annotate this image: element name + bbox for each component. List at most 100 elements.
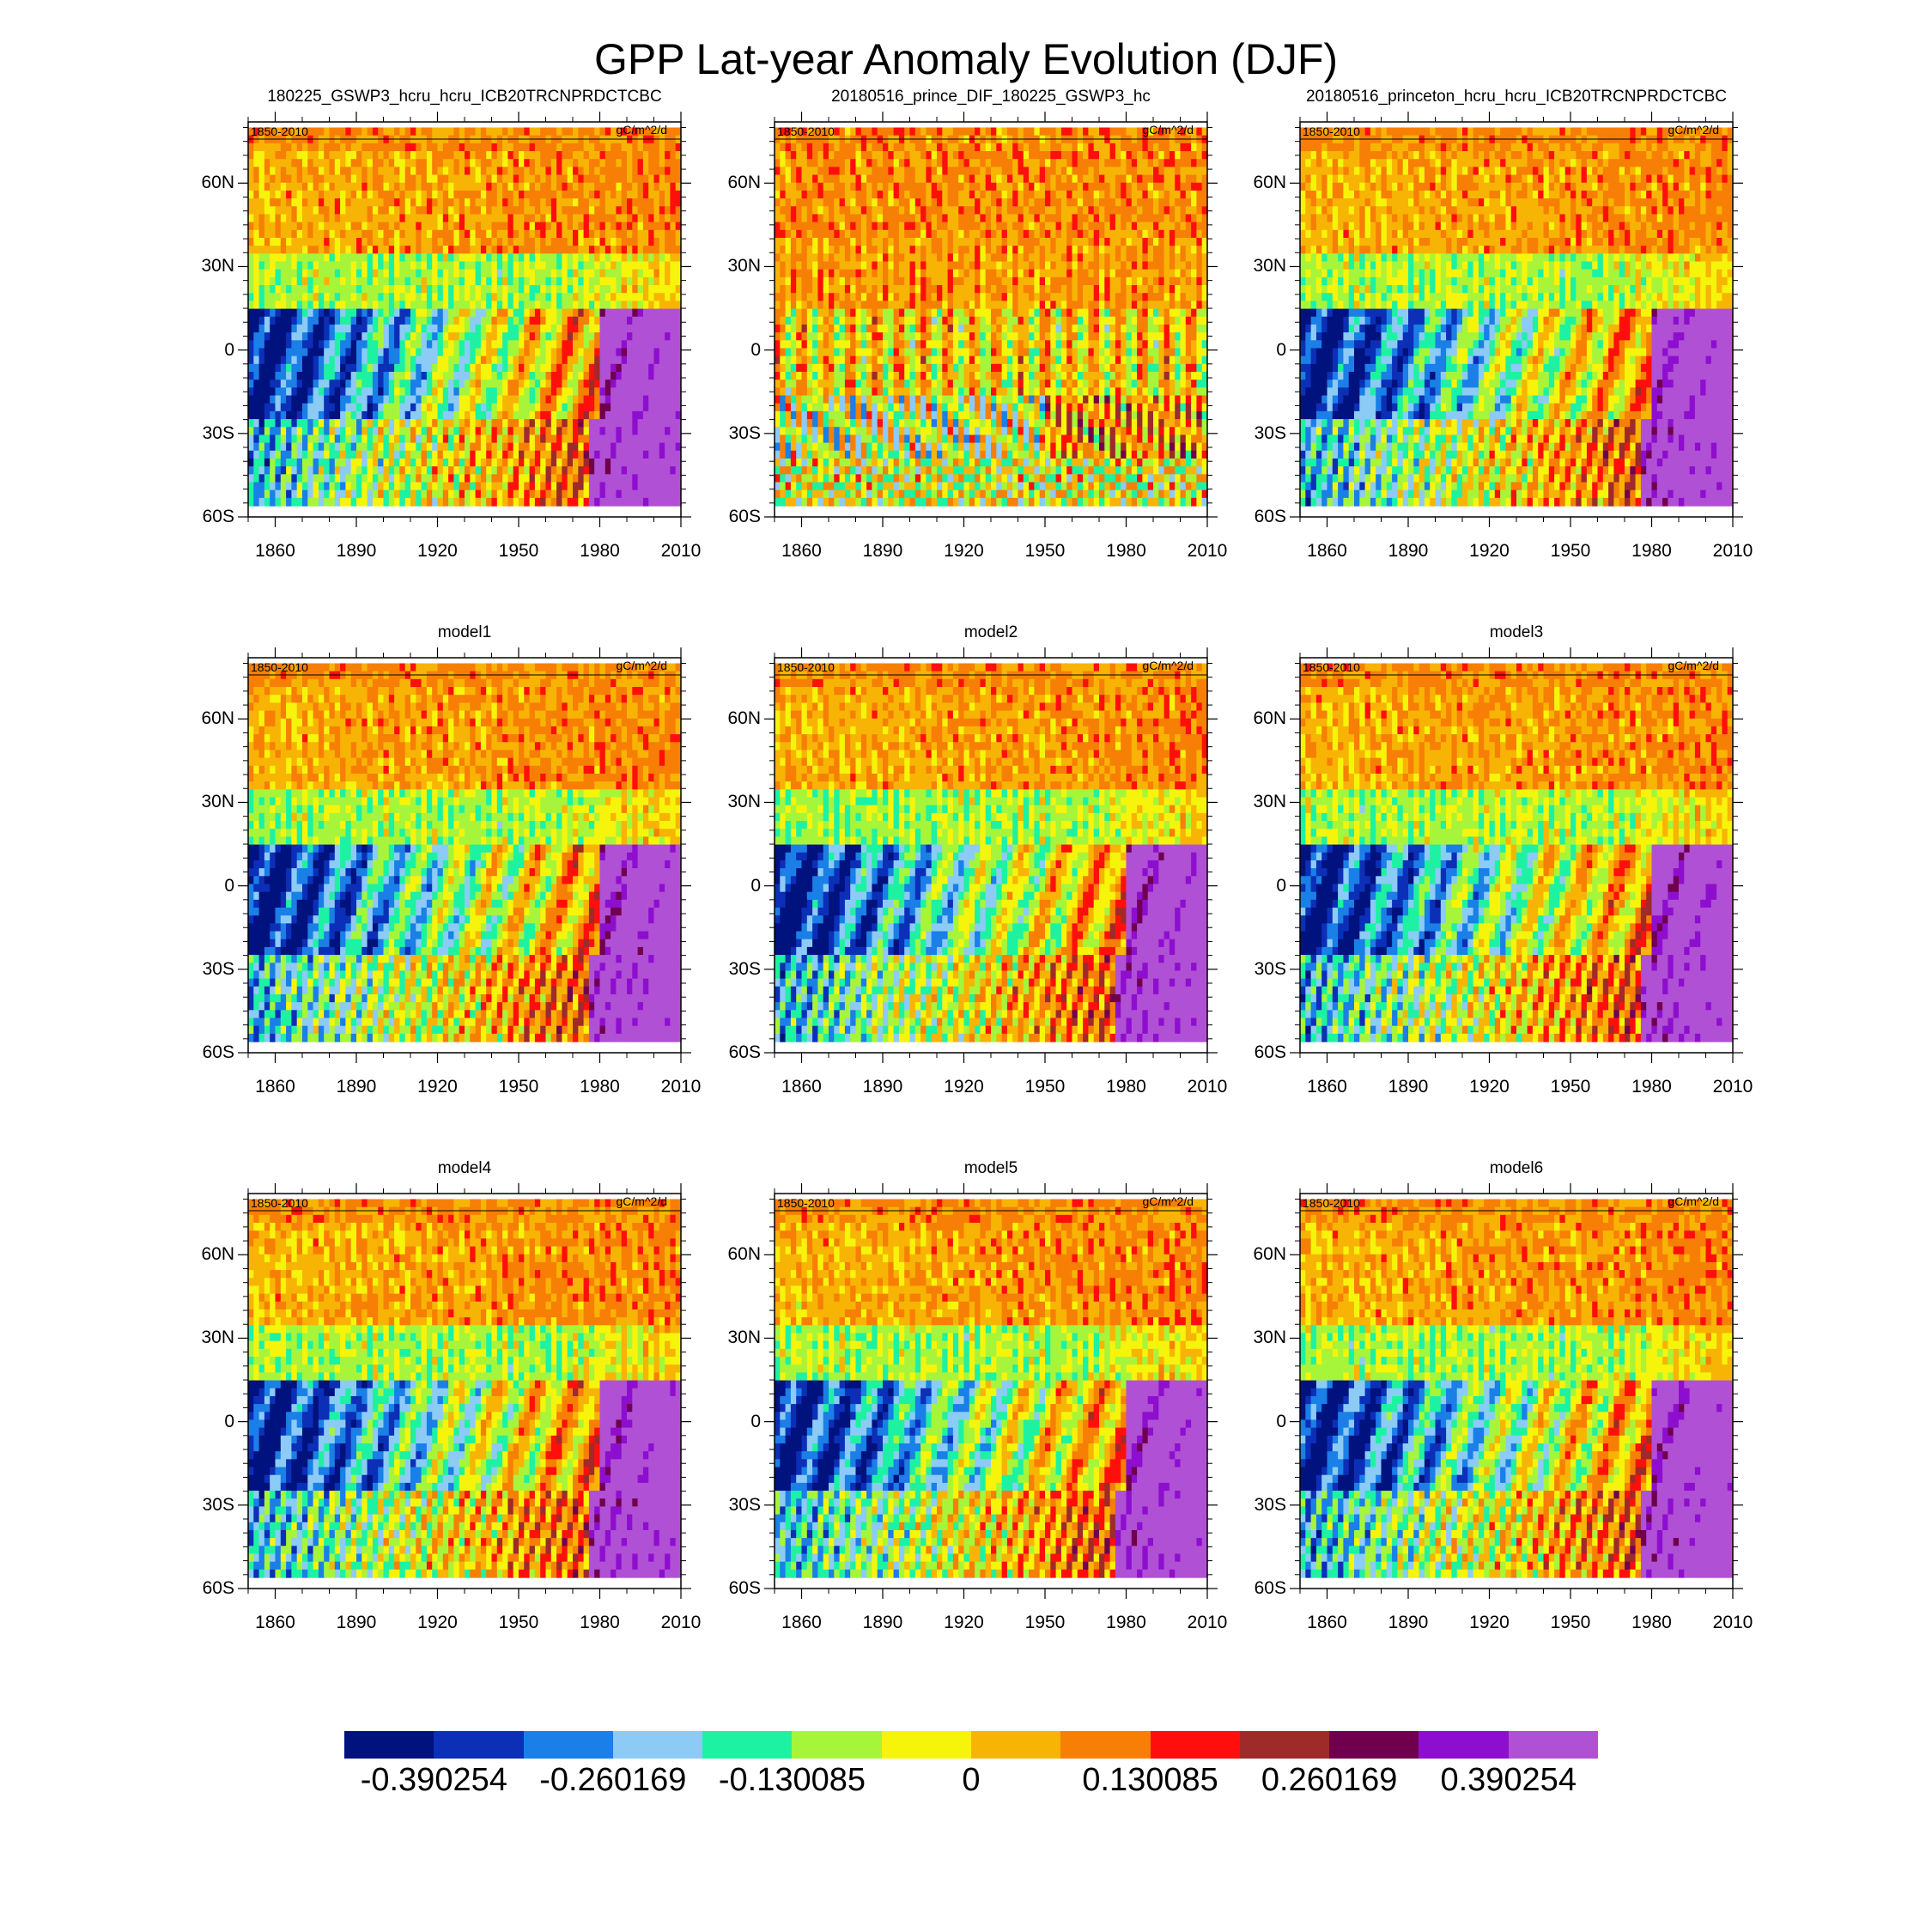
heatmap-cell [1034, 159, 1041, 167]
heatmap-cell [302, 214, 308, 223]
heatmap-cell [491, 387, 498, 397]
heatmap-cell [1169, 151, 1176, 160]
heatmap-cell [513, 222, 519, 231]
heatmap-cell [578, 442, 585, 452]
heatmap-cell [844, 143, 851, 152]
heatmap-cell [540, 372, 547, 380]
heatmap-cell [914, 167, 921, 176]
heatmap-cell [665, 253, 671, 263]
heatmap-cell [844, 127, 851, 137]
heatmap-cell [545, 450, 552, 459]
heatmap-cell [796, 127, 803, 137]
heatmap-cell [562, 466, 568, 475]
heatmap-cell [675, 380, 682, 388]
heatmap-cell [975, 198, 981, 207]
heatmap-cell [556, 372, 562, 380]
heatmap-cell [270, 482, 276, 491]
heatmap-cell [1023, 190, 1030, 199]
heatmap-cell [573, 167, 579, 176]
heatmap-cell [442, 261, 449, 270]
heatmap-cell [1169, 214, 1176, 223]
heatmap-cell [394, 143, 400, 152]
heatmap-cell [1126, 182, 1133, 191]
heatmap-cell [350, 214, 357, 223]
heatmap-cell [829, 222, 835, 231]
heatmap-cell [1191, 182, 1197, 191]
heatmap-cell [491, 293, 498, 302]
heatmap-cell [394, 127, 400, 137]
heatmap-cell [632, 474, 639, 483]
heatmap-cell [621, 403, 628, 412]
heatmap-cell [670, 450, 677, 459]
heatmap-cell [502, 466, 508, 475]
heatmap-cell [442, 474, 449, 483]
heatmap-cell [648, 261, 655, 270]
heatmap-cell [502, 355, 508, 365]
heatmap-cell [524, 316, 531, 325]
heatmap-cell [1115, 174, 1121, 184]
heatmap-cell [775, 214, 781, 223]
heatmap-cell [665, 324, 671, 333]
heatmap-cell [524, 237, 531, 246]
heatmap-cell [480, 151, 487, 160]
heatmap-cell [507, 434, 514, 444]
heatmap-cell [524, 206, 531, 216]
heatmap-cell [1142, 159, 1149, 167]
heatmap-cell [361, 253, 368, 263]
heatmap-cell [465, 237, 471, 246]
heatmap-cell [480, 253, 487, 263]
heatmap-cell [637, 222, 644, 231]
heatmap-cell [448, 474, 454, 483]
heatmap-cell [307, 308, 314, 318]
heatmap-cell [383, 474, 390, 483]
heatmap-cell [394, 442, 400, 452]
heatmap-cell [340, 253, 346, 263]
heatmap-cell [796, 222, 803, 231]
heatmap-cell [524, 308, 531, 318]
heatmap-cell [248, 403, 254, 412]
heatmap-cell [426, 182, 433, 191]
heatmap-cell [448, 159, 454, 167]
heatmap-cell [378, 293, 385, 302]
heatmap-cell [562, 214, 568, 223]
heatmap-cell [637, 316, 644, 325]
heatmap-cell [524, 174, 531, 184]
heatmap-cell [248, 466, 254, 475]
heatmap-cell [372, 293, 379, 302]
heatmap-cell [594, 301, 601, 310]
heatmap-cell [399, 190, 406, 199]
heatmap-cell [307, 151, 314, 160]
heatmap-cell [659, 372, 665, 380]
heatmap-cell [496, 214, 503, 223]
heatmap-cell [893, 222, 900, 231]
heatmap-cell [302, 190, 308, 199]
heatmap-cell [775, 222, 781, 231]
heatmap-cell [573, 372, 579, 380]
heatmap-cell [550, 348, 557, 357]
heatmap-cell [524, 127, 531, 137]
heatmap-cell [470, 127, 477, 137]
heatmap-cell [675, 332, 682, 341]
heatmap-cell [421, 497, 428, 507]
heatmap-cell [1055, 135, 1062, 144]
heatmap-cell [1201, 174, 1208, 184]
heatmap-cell [307, 348, 314, 357]
heatmap-cell [513, 206, 519, 216]
heatmap-cell [507, 269, 514, 278]
heatmap-cell [475, 182, 482, 191]
heatmap-cell [421, 293, 428, 302]
heatmap-cell [356, 253, 362, 263]
heatmap-cell [258, 387, 265, 397]
heatmap-cell [421, 206, 428, 216]
heatmap-cell [340, 363, 346, 373]
heatmap-cell [507, 261, 514, 270]
heatmap-cell [253, 151, 260, 160]
heatmap-cell [437, 206, 444, 216]
heatmap-cell [324, 229, 331, 239]
heatmap-cell [898, 214, 905, 223]
heatmap-cell [426, 143, 433, 152]
heatmap-cell [583, 355, 590, 365]
heatmap-cell [313, 450, 319, 459]
heatmap-cell [599, 316, 606, 325]
heatmap-cell [1180, 182, 1187, 191]
